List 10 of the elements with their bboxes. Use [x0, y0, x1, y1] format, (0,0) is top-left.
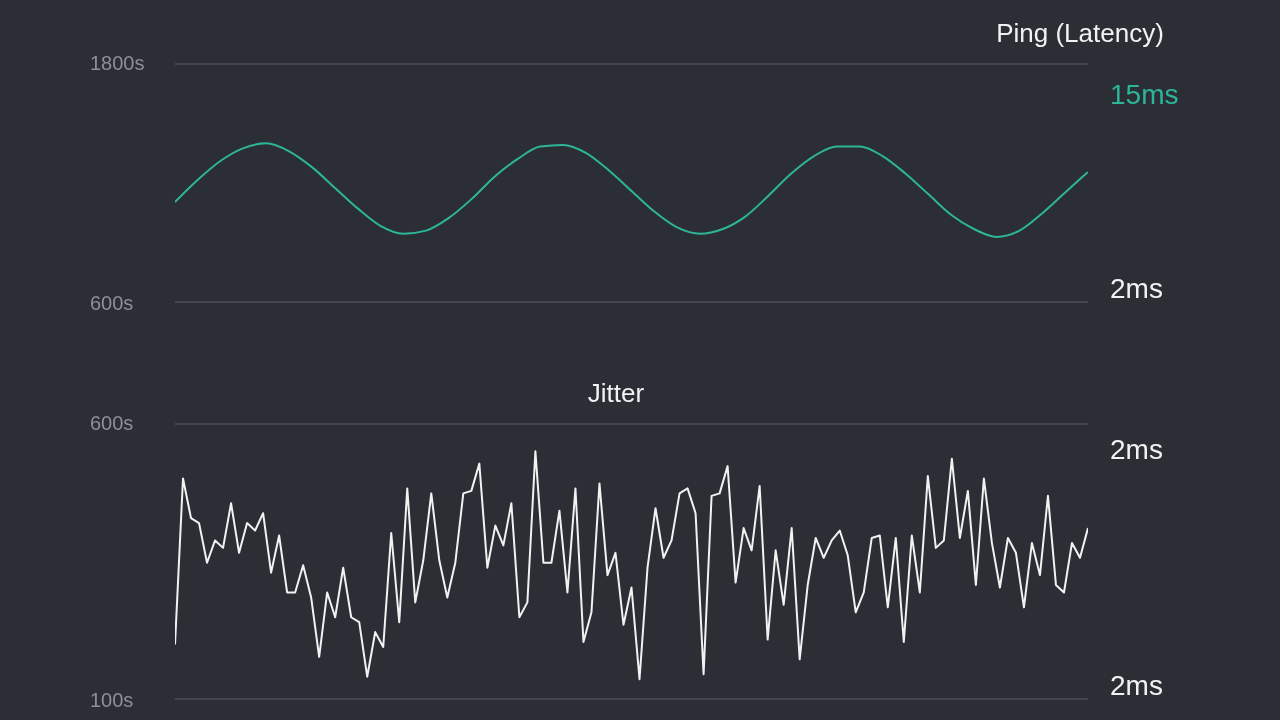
text: 2ms [1110, 434, 1163, 466]
text: 15ms [1110, 79, 1179, 111]
text: 600s [90, 411, 134, 435]
text: 100s [90, 688, 134, 712]
text: 2ms [1110, 670, 1163, 702]
text: 2ms [1110, 273, 1163, 305]
chart-title: Jitter [587, 377, 645, 409]
text: 1800s [90, 51, 145, 75]
chart-title: Ping (Latency) [996, 17, 1164, 49]
text: 600s [90, 291, 134, 315]
